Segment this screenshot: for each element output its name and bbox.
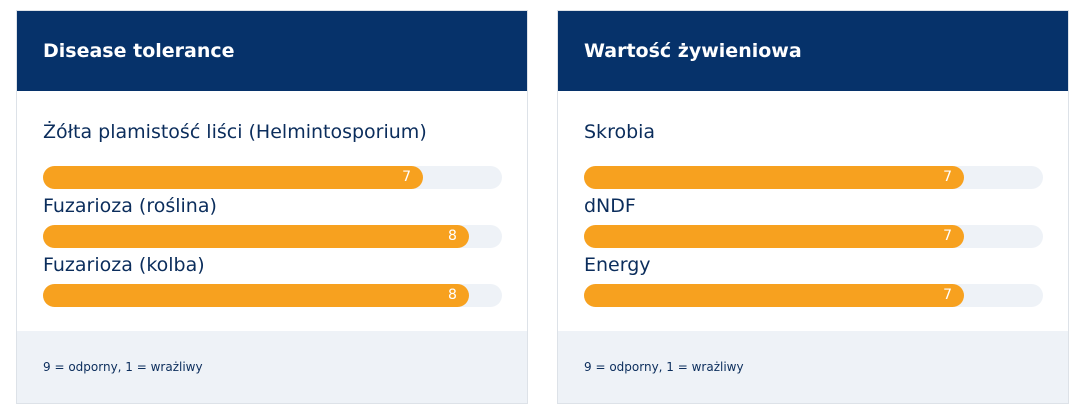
bar: 8	[43, 225, 469, 248]
bar-track: 7	[584, 284, 1043, 307]
item-label: Żółta plamistość liści (Helmintosporium)	[43, 121, 427, 143]
card-title: Wartość żywieniowa	[558, 11, 1068, 91]
card-body: Żółta plamistość liści (Helmintosporium)…	[17, 91, 527, 333]
card-title: Disease tolerance	[17, 11, 527, 91]
bar-track: 7	[584, 166, 1043, 189]
bar-value: 8	[448, 228, 457, 244]
bar: 8	[43, 284, 469, 307]
bar-track: 8	[43, 225, 502, 248]
item-label: Fuzarioza (roślina)	[43, 195, 217, 217]
bar-track: 7	[43, 166, 502, 189]
footer-note: 9 = odporny, 1 = wrażliwy	[17, 331, 527, 403]
bar-value: 7	[943, 169, 953, 185]
card: Disease tolerance Żółta plamistość liści …	[16, 10, 528, 404]
bar-track: 8	[43, 284, 502, 307]
bar: 7	[584, 284, 965, 307]
bar-value: 8	[448, 287, 457, 303]
item-label: Skrobia	[584, 121, 656, 143]
bar-value: 7	[943, 287, 953, 303]
item-label: Fuzarioza (kolba)	[43, 254, 205, 276]
card: Wartość żywieniowa Skrobia 7 dNDF 7 Energy 7 9 …	[557, 10, 1069, 404]
bar-value: 7	[943, 228, 953, 244]
bar-track: 7	[584, 225, 1043, 248]
card-body: Skrobia 7 dNDF 7 Energy 7	[558, 91, 1068, 333]
bar: 7	[584, 225, 965, 248]
item-label: dNDF	[584, 195, 636, 217]
bar: 7	[43, 166, 424, 189]
bar-value: 7	[402, 169, 412, 185]
footer-note: 9 = odporny, 1 = wrażliwy	[558, 331, 1068, 403]
bar: 7	[584, 166, 965, 189]
item-label: Energy	[584, 254, 651, 276]
